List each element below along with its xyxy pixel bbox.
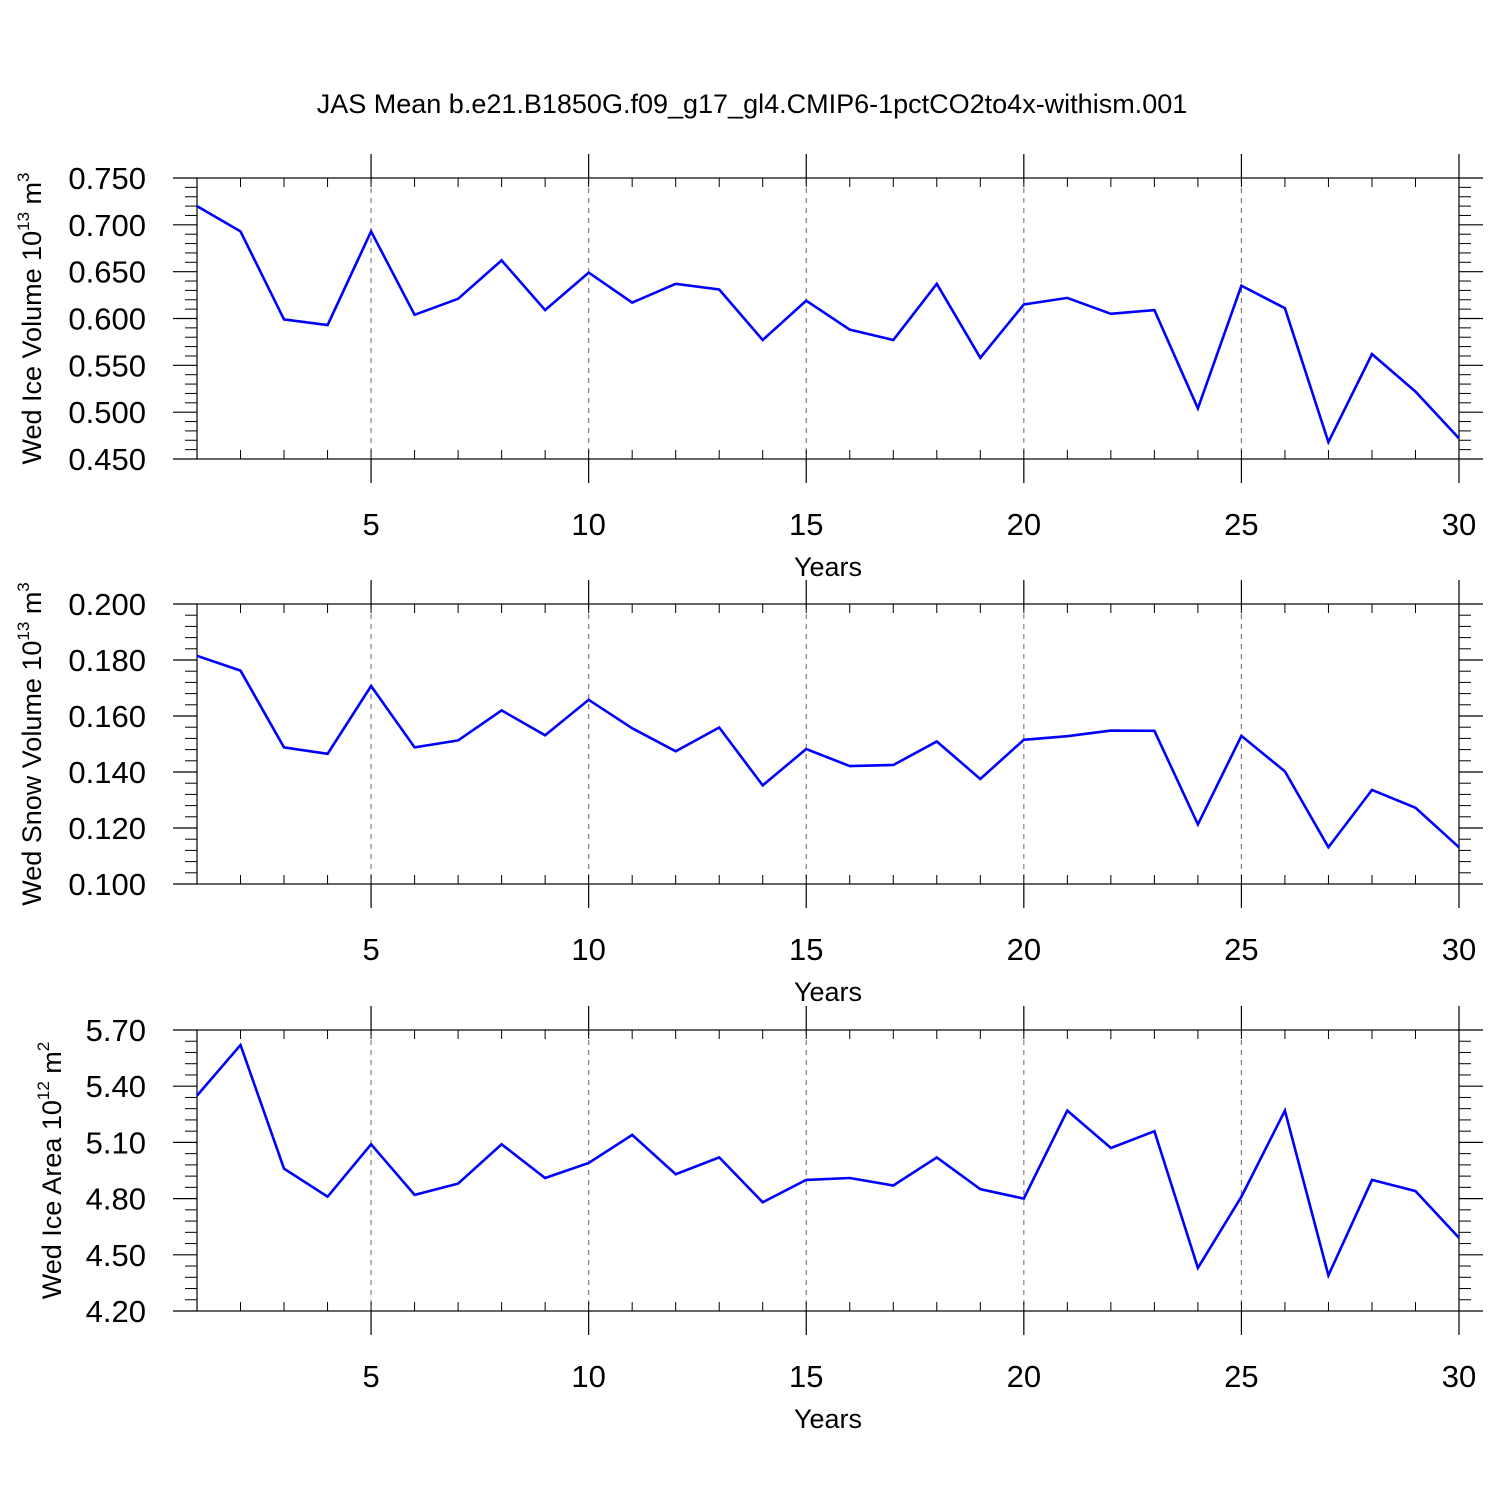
y-tick-label: 5.40	[86, 1069, 146, 1104]
x-tick-label: 5	[362, 1359, 379, 1394]
x-tick-label: 20	[1007, 932, 1041, 967]
y-tick-label: 0.180	[68, 643, 146, 678]
x-tick-label: 30	[1442, 932, 1476, 967]
x-tick-label: 10	[571, 1359, 605, 1394]
y-tick-label: 0.450	[68, 442, 146, 477]
y-tick-label: 4.20	[86, 1294, 146, 1329]
y-axis-title: Wed Snow Volume 1013 m3	[14, 582, 47, 906]
x-axis-title: Years	[794, 977, 862, 1007]
x-tick-label: 20	[1007, 1359, 1041, 1394]
x-tick-label: 25	[1224, 1359, 1258, 1394]
x-axis-title: Years	[794, 552, 862, 582]
y-axis-title: Wed Ice Volume 1013 m3	[14, 172, 47, 464]
y-tick-label: 5.70	[86, 1013, 146, 1048]
y-tick-label: 5.10	[86, 1125, 146, 1160]
y-axis-title: Wed Ice Area 1012 m2	[34, 1042, 67, 1300]
x-tick-label: 5	[362, 507, 379, 542]
y-tick-label: 0.140	[68, 755, 146, 790]
y-tick-label: 0.750	[68, 161, 146, 196]
y-tick-label: 0.550	[68, 348, 146, 383]
x-tick-label: 5	[362, 932, 379, 967]
y-tick-label: 0.700	[68, 208, 146, 243]
x-axis-title: Years	[794, 1404, 862, 1434]
series-line	[196, 654, 1460, 850]
x-tick-label: 10	[571, 507, 605, 542]
y-tick-label: 4.80	[86, 1182, 146, 1217]
chart-panel-3: 5 10 15 20 25 30 4.20 4.50 4.80 5.10 5.40 5.70 Years…	[34, 1006, 1483, 1434]
plot-frame	[196, 1029, 1460, 1312]
plot-frame	[196, 177, 1460, 460]
y-tick-label: 4.50	[86, 1238, 146, 1273]
x-tick-label: 20	[1007, 507, 1041, 542]
y-tick-label: 0.100	[68, 867, 146, 902]
y-tick-label: 0.200	[68, 587, 146, 622]
x-tick-label: 10	[571, 932, 605, 967]
x-tick-label: 15	[789, 932, 823, 967]
plot-frame	[196, 603, 1460, 885]
x-tick-label: 25	[1224, 932, 1258, 967]
x-tick-label: 15	[789, 507, 823, 542]
y-tick-label: 0.500	[68, 395, 146, 430]
x-tick-label: 30	[1442, 507, 1476, 542]
y-tick-label: 0.650	[68, 255, 146, 290]
chart-panel-1: 5 10 15 20 25 30 0.450 0.500 0.550 0.600 0.650 0.70…	[14, 154, 1483, 582]
x-tick-label: 30	[1442, 1359, 1476, 1394]
y-tick-label: 0.600	[68, 302, 146, 337]
figure-title: JAS Mean b.e21.B1850G.f09_g17_gl4.CMIP6-…	[317, 89, 1188, 119]
y-tick-label: 0.120	[68, 811, 146, 846]
series-line	[196, 204, 1460, 446]
x-tick-label: 25	[1224, 507, 1258, 542]
x-tick-label: 15	[789, 1359, 823, 1394]
y-tick-label: 0.160	[68, 699, 146, 734]
series-line	[196, 1042, 1460, 1280]
chart-panel-2: 5 10 15 20 25 30 0.100 0.120 0.140 0.160 0.180 0.20…	[14, 580, 1483, 1007]
